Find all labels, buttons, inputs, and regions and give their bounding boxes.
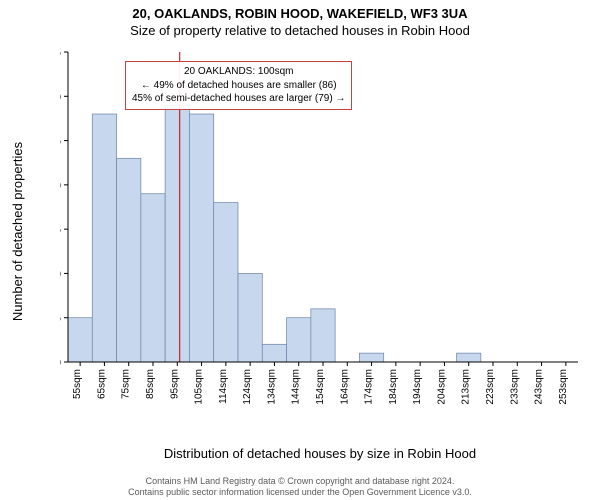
bar (165, 105, 189, 362)
x-tick-label: 105sqm (194, 369, 205, 405)
x-axis-label: Distribution of detached houses by size … (60, 446, 580, 461)
x-tick-label: 213sqm (461, 369, 472, 405)
y-tick-label: 35 (60, 47, 61, 59)
x-tick-label: 65sqm (96, 369, 107, 399)
y-tick-label: 5 (60, 313, 61, 325)
x-tick-label: 243sqm (534, 369, 545, 405)
y-tick-label: 20 (60, 180, 61, 192)
bar (359, 353, 383, 362)
footer-line1: Contains HM Land Registry data © Crown c… (0, 476, 600, 487)
annotation-line1: 20 OAKLANDS: 100sqm (132, 65, 345, 79)
annotation-line2: ← 49% of detached houses are smaller (86… (132, 79, 345, 93)
x-tick-label: 124sqm (242, 369, 253, 405)
x-tick-label: 223sqm (485, 369, 496, 405)
x-tick-label: 233sqm (509, 369, 520, 405)
x-tick-label: 134sqm (266, 369, 277, 405)
bar (238, 273, 262, 362)
footer-attribution: Contains HM Land Registry data © Crown c… (0, 476, 600, 499)
x-tick-label: 144sqm (291, 369, 302, 405)
x-tick-label: 154sqm (315, 369, 326, 405)
x-tick-label: 85sqm (145, 369, 156, 399)
x-tick-label: 55sqm (72, 369, 83, 399)
x-tick-label: 253sqm (558, 369, 569, 405)
plot-area: 0 5 10 15 20 25 30 35 55sqm 65sqm 75sqm 85sqm 95sqm… (60, 46, 580, 416)
y-tick-label: 15 (60, 224, 61, 236)
bar (287, 318, 311, 362)
x-tick-label: 75sqm (121, 369, 132, 399)
bar (189, 114, 213, 362)
x-tick-label: 184sqm (388, 369, 399, 405)
bar (262, 344, 286, 362)
chart-title-line1: 20, OAKLANDS, ROBIN HOOD, WAKEFIELD, WF3… (0, 6, 600, 21)
chart-title-line2: Size of property relative to detached ho… (0, 23, 600, 38)
bar (92, 114, 116, 362)
annotation-box: 20 OAKLANDS: 100sqm ← 49% of detached ho… (125, 61, 352, 110)
y-tick-label: 30 (60, 91, 61, 103)
y-tick-label: 25 (60, 136, 61, 148)
x-tick-label: 114sqm (218, 369, 229, 404)
x-tick-label: 174sqm (364, 369, 375, 405)
bar (117, 158, 141, 362)
x-tick-label: 204sqm (436, 369, 447, 405)
y-axis-label: Number of detached properties (8, 46, 28, 416)
bar (141, 194, 165, 362)
chart-container: 20, OAKLANDS, ROBIN HOOD, WAKEFIELD, WF3… (0, 0, 600, 500)
bar (457, 353, 481, 362)
y-tick-label: 0 (60, 357, 61, 369)
x-tick-label: 164sqm (339, 369, 350, 405)
bar (68, 318, 92, 362)
bar (214, 203, 238, 362)
footer-line2: Contains public sector information licen… (0, 487, 600, 498)
x-tick-label: 194sqm (412, 369, 423, 405)
bar (311, 309, 335, 362)
y-tick-label: 10 (60, 268, 61, 280)
annotation-line3: 45% of semi-detached houses are larger (… (132, 92, 345, 106)
x-tick-label: 95sqm (169, 369, 180, 399)
